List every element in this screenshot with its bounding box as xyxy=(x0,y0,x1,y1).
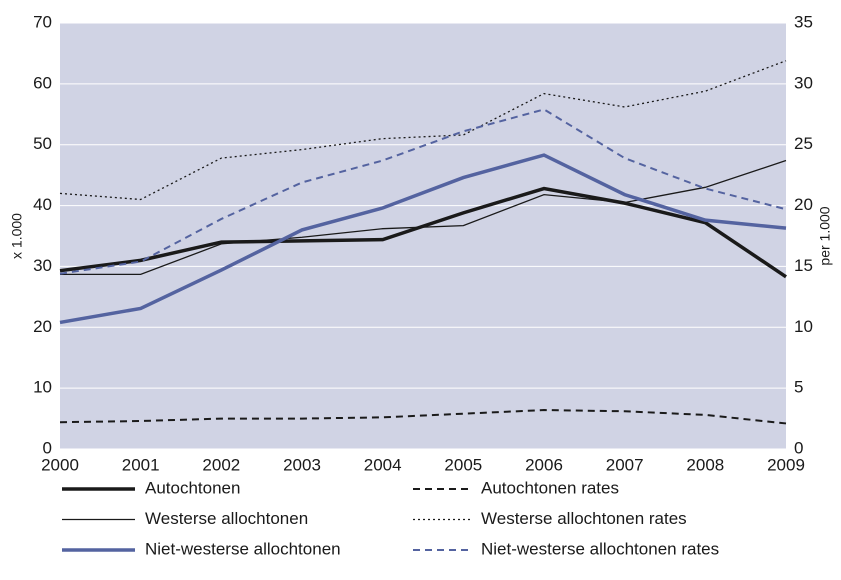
x-tick-label: 2004 xyxy=(364,455,402,474)
x-tick-label: 2009 xyxy=(767,455,805,474)
legend-label: Westerse allochtonen rates xyxy=(481,509,687,528)
y2-tick-label: 5 xyxy=(794,378,803,397)
x-tick-label: 2002 xyxy=(202,455,240,474)
legend-label: Niet-westerse allochtonen xyxy=(145,539,341,558)
y-tick-label: 20 xyxy=(33,317,52,336)
y2-tick-label: 25 xyxy=(794,134,813,153)
x-tick-label: 2001 xyxy=(122,455,160,474)
y-tick-label: 40 xyxy=(33,195,52,214)
y-tick-label: 60 xyxy=(33,73,52,92)
series-line xyxy=(59,153,787,325)
series-line xyxy=(60,159,787,275)
y2-tick-label: 20 xyxy=(794,195,813,214)
y2-axis-label: per 1.000 xyxy=(817,206,833,265)
y-axis-label: x 1.000 xyxy=(9,213,25,259)
y2-tick-label: 35 xyxy=(794,12,813,31)
y-tick-label: 50 xyxy=(33,134,52,153)
x-tick-label: 2008 xyxy=(686,455,724,474)
series-line xyxy=(59,60,787,201)
x-tick-label: 2006 xyxy=(525,455,563,474)
x-tick-label: 2007 xyxy=(606,455,644,474)
legend-label: Autochtonen rates xyxy=(481,478,619,497)
y-tick-label: 30 xyxy=(33,256,52,275)
x-tick-label: 2000 xyxy=(41,455,79,474)
y-tick-label: 10 xyxy=(33,378,52,397)
y-tick-label: 70 xyxy=(33,12,52,31)
y2-tick-label: 0 xyxy=(794,438,803,457)
x-tick-label: 2003 xyxy=(283,455,321,474)
y2-tick-label: 30 xyxy=(794,73,813,92)
series-line xyxy=(59,409,787,425)
plot-area xyxy=(60,23,786,449)
y-tick-label: 0 xyxy=(43,438,52,457)
legend-label: Niet-westerse allochtonen rates xyxy=(481,539,719,558)
series-line xyxy=(59,186,787,279)
legend-label: Westerse allochtonen xyxy=(145,509,308,528)
x-tick-label: 2005 xyxy=(444,455,482,474)
y2-tick-label: 10 xyxy=(794,317,813,336)
legend-label: Autochtonen xyxy=(145,478,240,497)
series-line xyxy=(59,108,787,275)
y2-tick-label: 15 xyxy=(794,256,813,275)
